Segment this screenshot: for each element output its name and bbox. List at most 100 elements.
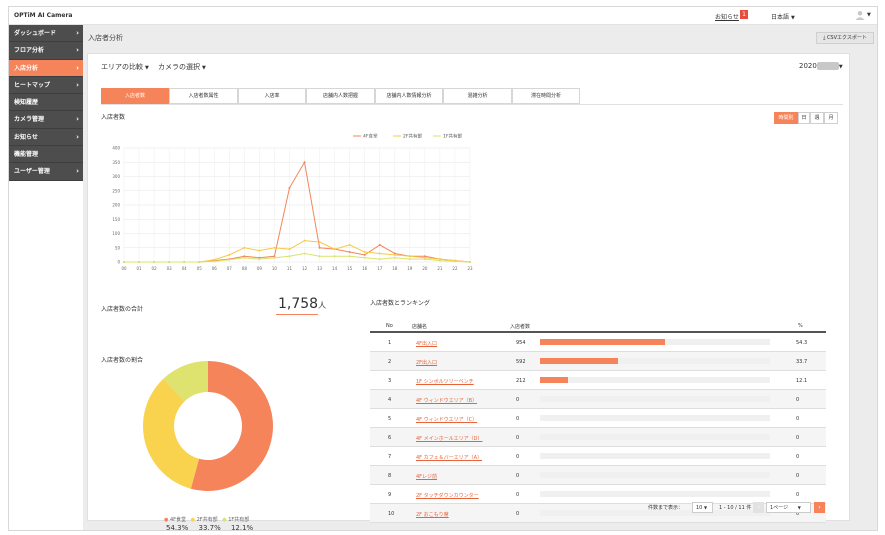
data-point [243,246,246,249]
legend-label: 1F共有部 [443,133,462,140]
chart-title: 入店者数 [101,114,126,121]
y-tick-label: 350 [112,160,120,165]
data-point [258,256,261,259]
tab-occupancy-analysis[interactable]: 店舗内人数情報分析 [375,88,443,104]
row-no: 1 [388,340,392,346]
legend-pct: 12.1% [230,524,254,532]
tab-dwell-time[interactable]: 滞在時間分析 [512,88,580,104]
store-link[interactable]: 4F ウィンドウエリア（B） [416,398,478,404]
x-tick-label: 15 [347,266,353,271]
tab-entry-count[interactable]: 入店者数 [101,88,169,104]
sidebar-item-floor-analysis[interactable]: フロア分析 › [9,42,83,60]
csv-export-button[interactable]: ⤓ CSVエクスポート [816,32,874,44]
data-point [243,255,246,258]
ratio-bar [540,491,770,497]
chevron-right-icon: › [76,80,79,89]
store-link[interactable]: 4F ウィンドウエリア（C） [416,417,478,423]
x-tick-label: 23 [467,266,473,271]
language-select[interactable]: 日本語 ▼ [771,12,795,21]
tab-entry-attributes[interactable]: 入店者数属性 [169,88,238,104]
store-link[interactable]: 4F メインホールエリア（D） [416,436,483,442]
sidebar-item-user-management[interactable]: ユーザー管理 › [9,163,83,181]
chevron-down-icon[interactable]: ▼ [867,12,871,18]
sidebar-item-notices[interactable]: お知らせ › [9,128,83,147]
x-tick-label: 06 [212,266,218,271]
data-point [303,161,306,164]
sidebar-item-heatmap[interactable]: ヒートマップ › [9,76,83,95]
area-compare-dropdown[interactable]: エリアの比較 ▼ [101,62,149,72]
row-count: 954 [516,340,526,346]
store-link[interactable]: 1F シンボルツリーベンチ [416,379,474,385]
sidebar: ダッシュボード › フロア分析 › 入店分析 › ヒートマップ › 検知履歴 カメラ管理… [9,25,83,530]
legend-label: 4F食堂 [363,133,378,140]
store-link[interactable]: 2F おこもり席 [416,512,449,518]
per-page-select[interactable]: 10 ▼ [692,502,713,513]
sidebar-item-camera-management[interactable]: カメラ管理 › [9,111,83,129]
donut-slice [143,378,200,489]
store-link[interactable]: 2F タッチダウンカウンター [416,493,479,499]
table-row: 5 4F ウィンドウエリア（C） 0 0 [370,409,826,428]
data-point [258,258,261,261]
data-point [303,239,306,242]
y-tick-label: 250 [112,188,120,193]
period-month-button[interactable]: 月 [824,112,838,124]
period-day-button[interactable]: 日 [798,112,810,124]
caret-down-icon: ▼ [797,505,801,510]
store-link[interactable]: 2F出入口 [416,360,438,366]
sidebar-item-dashboard[interactable]: ダッシュボード › [9,25,83,43]
data-point [469,261,471,263]
tab-entry-rate[interactable]: 入店率 [238,88,306,104]
row-no: 5 [388,416,392,422]
data-point [333,248,336,251]
donut-slice [190,361,273,491]
tab-congestion[interactable]: 混雑分析 [443,88,512,104]
prev-page-button[interactable]: ‹ [753,502,764,513]
data-point [243,256,246,259]
ranking-title: 入店者数とランキング [370,300,430,307]
total-title: 入店者数の合計 [101,306,144,313]
sidebar-item-feature-management[interactable]: 機能管理 [9,146,83,164]
row-pct: 0 [796,416,800,422]
date-select-dropdown[interactable]: 2020 ▼ [799,62,843,70]
x-tick-label: 09 [257,266,263,271]
row-count: 0 [516,454,520,460]
ranking-table: No 店舗名 入店者数 % 1 4F出入口 954 54.3 2 2F出入口 592 33.7… [370,316,826,523]
data-point [318,255,321,258]
notice-link[interactable]: お知らせ [715,14,739,21]
row-pct: 33.7 [796,359,808,365]
sidebar-item-detection-history[interactable]: 検知履歴 [9,94,83,112]
sidebar-item-label: 検知履歴 [14,99,39,107]
legend-label: 2F共有部 [196,517,218,523]
data-point [288,248,291,251]
user-avatar-icon[interactable] [855,10,865,20]
data-point [453,260,456,263]
store-link[interactable]: 4F出入口 [416,341,438,347]
store-link[interactable]: 4Fレジ前 [416,474,438,480]
ratio-bar [540,377,770,383]
table-row: 4 4F ウィンドウエリア（B） 0 0 [370,390,826,409]
notice-count-badge: 1 [740,10,748,19]
data-point [258,249,261,252]
x-tick-label: 14 [332,266,338,271]
pagination-range: 1 - 10 / 11 件 [719,505,752,511]
caret-down-icon: ▼ [145,65,149,71]
store-link[interactable]: 4F カフェ＆バーエリア（A） [416,455,483,461]
period-week-button[interactable]: 週 [810,112,824,124]
tabs-divider [101,104,843,105]
row-no: 7 [388,454,392,460]
data-point [318,246,321,249]
tab-occupancy[interactable]: 店舗内人数把握 [306,88,375,104]
y-tick-label: 400 [112,146,120,151]
camera-select-dropdown[interactable]: カメラの選択 ▼ [158,62,206,72]
sidebar-item-entry-analysis[interactable]: 入店分析 › [9,59,83,77]
row-pct: 0 [796,492,800,498]
page-select-value: 1ページ [770,505,789,511]
page-select[interactable]: 1ページ ▼ [766,502,811,513]
row-no: 6 [388,435,392,441]
data-point [423,258,426,261]
period-hourly-button[interactable]: 時間別 [774,112,798,124]
ratio-bar [540,339,770,345]
data-point [408,255,411,258]
next-page-button[interactable]: › [814,502,825,513]
row-pct: 0 [796,435,800,441]
